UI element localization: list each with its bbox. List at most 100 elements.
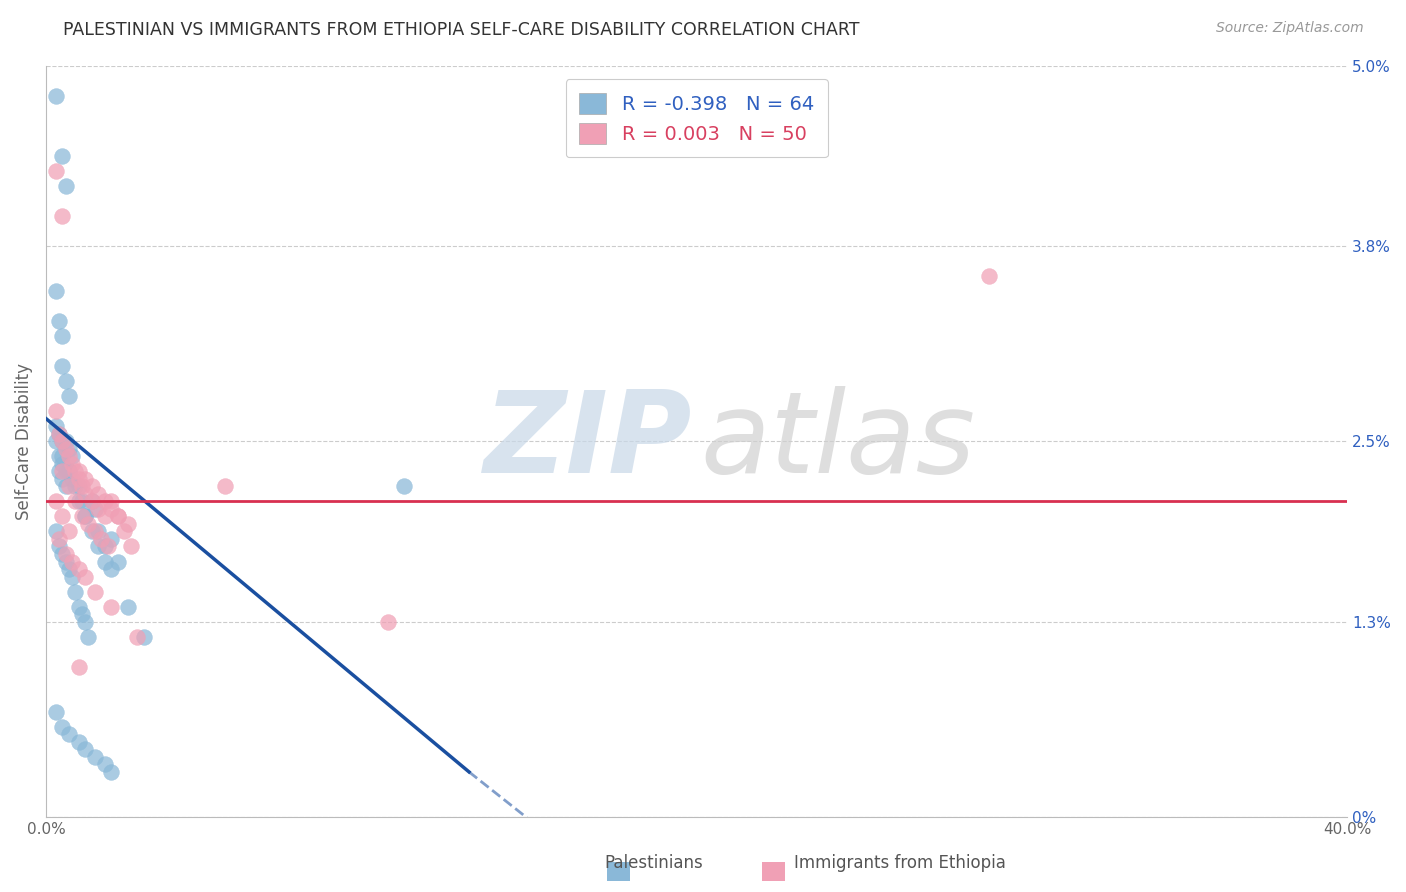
- Text: Palestinians: Palestinians: [605, 855, 703, 872]
- Point: [51, 450, 73, 464]
- Point: [55, 374, 77, 388]
- Point: [55, 442, 77, 456]
- Point: [93, 555, 115, 569]
- Point: [51, 209, 73, 223]
- Point: [45, 494, 67, 508]
- Point: [87, 524, 110, 539]
- Point: [45, 419, 67, 434]
- Point: [58, 562, 80, 576]
- Point: [58, 450, 80, 464]
- Point: [100, 502, 122, 516]
- Point: [67, 479, 90, 493]
- Point: [51, 472, 73, 486]
- Point: [60, 472, 83, 486]
- Text: Immigrants from Ethiopia: Immigrants from Ethiopia: [794, 855, 1007, 872]
- Point: [55, 464, 77, 478]
- Point: [75, 615, 97, 629]
- Point: [84, 502, 107, 516]
- Point: [60, 457, 83, 471]
- Point: [67, 599, 90, 614]
- Point: [377, 615, 399, 629]
- Text: ZIP: ZIP: [484, 386, 693, 497]
- Point: [77, 516, 100, 531]
- Point: [51, 464, 73, 478]
- Point: [55, 547, 77, 561]
- Point: [70, 479, 93, 493]
- Point: [75, 472, 97, 486]
- Point: [80, 494, 103, 508]
- Point: [93, 540, 115, 554]
- Point: [51, 434, 73, 449]
- Point: [67, 472, 90, 486]
- Point: [51, 457, 73, 471]
- Text: PALESTINIAN VS IMMIGRANTS FROM ETHIOPIA SELF-CARE DISABILITY CORRELATION CHART: PALESTINIAN VS IMMIGRANTS FROM ETHIOPIA …: [63, 21, 860, 38]
- Point: [84, 750, 107, 764]
- Point: [55, 555, 77, 569]
- Point: [45, 88, 67, 103]
- Point: [58, 442, 80, 456]
- Point: [51, 329, 73, 343]
- Point: [58, 464, 80, 478]
- Point: [87, 502, 110, 516]
- Point: [67, 659, 90, 673]
- Point: [65, 494, 87, 508]
- Point: [117, 516, 139, 531]
- Point: [80, 479, 103, 493]
- Point: [132, 630, 155, 644]
- Point: [90, 532, 112, 546]
- Point: [67, 735, 90, 749]
- Point: [117, 599, 139, 614]
- Legend: R = -0.398   N = 64, R = 0.003   N = 50: R = -0.398 N = 64, R = 0.003 N = 50: [565, 79, 828, 158]
- Point: [80, 524, 103, 539]
- Point: [84, 524, 107, 539]
- Point: [100, 562, 122, 576]
- Point: [392, 479, 415, 493]
- Point: [979, 268, 1001, 283]
- Point: [65, 584, 87, 599]
- Point: [45, 524, 67, 539]
- Point: [60, 450, 83, 464]
- Point: [51, 720, 73, 734]
- Point: [67, 464, 90, 478]
- Point: [70, 509, 93, 524]
- Point: [93, 494, 115, 508]
- Point: [100, 532, 122, 546]
- Point: [48, 540, 70, 554]
- Point: [45, 163, 67, 178]
- Point: [58, 389, 80, 403]
- Point: [100, 599, 122, 614]
- Point: [51, 359, 73, 373]
- Point: [55, 434, 77, 449]
- Point: [75, 487, 97, 501]
- Point: [58, 464, 80, 478]
- Point: [45, 434, 67, 449]
- Point: [107, 509, 129, 524]
- Point: [51, 434, 73, 449]
- Point: [100, 764, 122, 779]
- Point: [58, 727, 80, 741]
- Text: Source: ZipAtlas.com: Source: ZipAtlas.com: [1216, 21, 1364, 35]
- Point: [112, 524, 135, 539]
- Point: [65, 479, 87, 493]
- Point: [48, 426, 70, 441]
- Point: [45, 404, 67, 418]
- Point: [67, 494, 90, 508]
- Point: [75, 509, 97, 524]
- Point: [100, 494, 122, 508]
- Point: [107, 555, 129, 569]
- Point: [51, 149, 73, 163]
- Point: [84, 584, 107, 599]
- Point: [93, 757, 115, 772]
- Point: [55, 178, 77, 193]
- Point: [48, 464, 70, 478]
- Point: [70, 607, 93, 621]
- Point: [75, 509, 97, 524]
- Point: [51, 547, 73, 561]
- Y-axis label: Self-Care Disability: Self-Care Disability: [15, 363, 32, 520]
- Point: [51, 509, 73, 524]
- Point: [67, 562, 90, 576]
- Point: [87, 540, 110, 554]
- Point: [120, 540, 142, 554]
- Point: [107, 509, 129, 524]
- Point: [87, 487, 110, 501]
